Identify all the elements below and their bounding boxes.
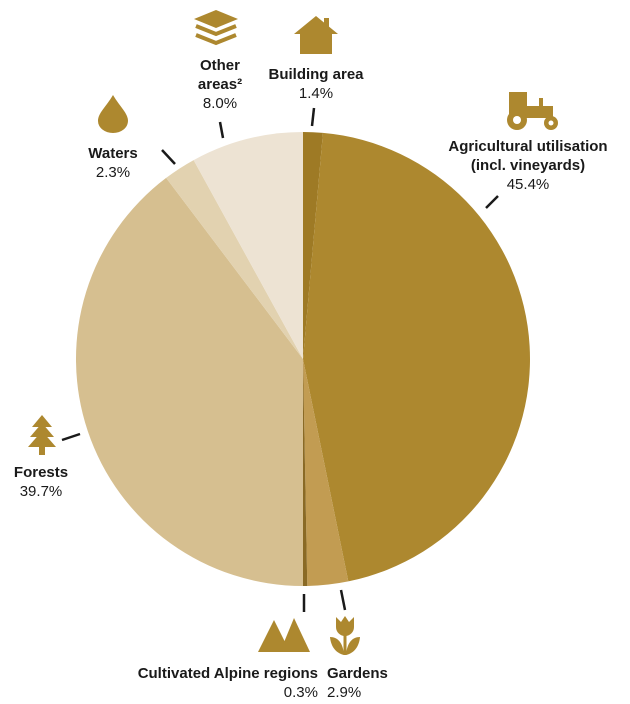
pie-slice-building-area — [303, 132, 323, 359]
label-other-areas-line1: Other — [199, 57, 240, 74]
leader-lines — [61, 107, 499, 612]
label-waters-name: Waters — [88, 145, 138, 162]
value-forests: 39.7% — [19, 483, 63, 500]
leader-waters — [161, 149, 176, 165]
layers-icon — [194, 10, 238, 48]
label-gardens-name: Gardens — [327, 665, 388, 682]
value-alpine: 0.3% — [283, 684, 318, 701]
label-alpine-name: Cultivated Alpine regions — [137, 665, 318, 682]
value-building-area: 1.4% — [298, 85, 334, 102]
label-gardens: Gardens 2.9% — [327, 664, 407, 702]
tractor-icon — [505, 90, 561, 130]
pie-slices — [75, 132, 530, 586]
label-building-area: Building area 1.4% — [246, 65, 386, 103]
pie-slice-agricultural-utilisation-incl-vineyards — [303, 132, 530, 582]
label-agricultural: Agricultural utilisation (incl. vineyard… — [428, 137, 628, 194]
value-gardens: 2.9% — [327, 684, 362, 701]
value-agricultural: 45.4% — [506, 176, 550, 193]
leader-agricultural — [485, 195, 499, 209]
tree-icon — [28, 415, 56, 455]
mountains-icon — [258, 618, 310, 652]
pie-slice-gardens — [303, 359, 349, 586]
label-agricultural-line2: (incl. vineyards) — [470, 157, 586, 174]
water-drop-icon — [98, 95, 128, 133]
tulip-icon — [330, 615, 360, 655]
value-waters: 2.3% — [95, 164, 131, 181]
leader-gardens — [339, 589, 347, 611]
value-other-areas: 8.0% — [202, 95, 238, 112]
pie-slice-other-areas — [193, 132, 303, 359]
leader-forests — [61, 432, 81, 442]
leader-other-areas — [218, 121, 225, 139]
label-agricultural-line1: Agricultural utilisation — [448, 138, 608, 155]
label-alpine: Cultivated Alpine regions 0.3% — [90, 664, 318, 702]
label-waters: Waters 2.3% — [78, 144, 148, 182]
house-icon — [294, 16, 338, 54]
pie-slice-forests — [75, 177, 304, 586]
leader-building-area — [310, 107, 316, 127]
pie-slice-waters — [166, 160, 303, 359]
pie-slice-cultivated-alpine-regions — [303, 359, 308, 586]
label-building-area-name: Building area — [268, 66, 364, 83]
label-forests-name: Forests — [13, 464, 69, 481]
label-other-areas-line2: areas² — [197, 76, 243, 93]
label-other-areas: Other areas² 8.0% — [168, 56, 272, 113]
label-forests: Forests 39.7% — [6, 463, 76, 501]
